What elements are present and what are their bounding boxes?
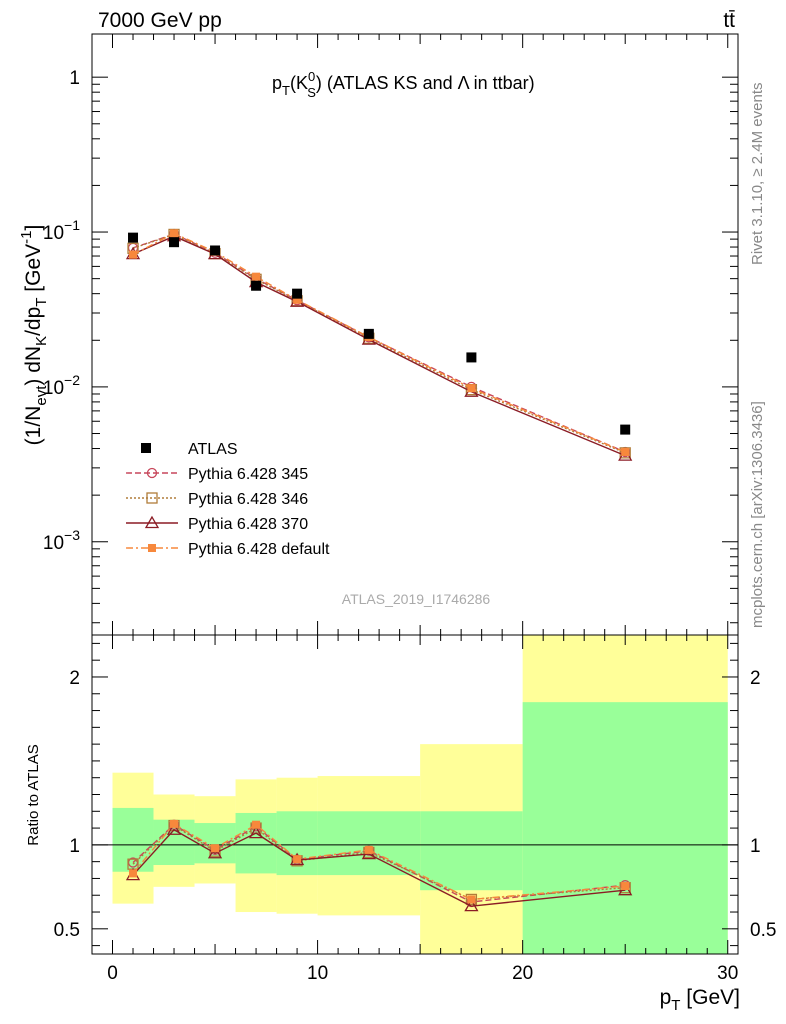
analysis-tag: ATLAS_2019_I1746286: [342, 591, 491, 607]
legend-marker-2: [144, 515, 160, 529]
series-line-top-1: [132, 233, 626, 454]
x-tick-label-3: 30: [717, 963, 738, 984]
legend-label-0: Pythia 6.428 345: [188, 466, 308, 483]
y-tick-label-ratio-left-2: 2: [69, 668, 80, 689]
series-2-marker-ratio-3: [248, 825, 264, 839]
legend-label-atlas: ATLAS: [188, 441, 238, 458]
y-axis-label-top: (1/Nevt) dNK/dpT [GeV-1]: [18, 225, 50, 446]
series-3-marker-top-3: [252, 272, 261, 281]
series-3-marker-top-0: [129, 250, 138, 259]
y-tick-label-top-2: 10−2: [43, 372, 80, 399]
atlas-point-2: [210, 245, 221, 256]
atlas-point-1: [169, 237, 180, 248]
series-3-marker-top-6: [467, 384, 476, 393]
series-2-marker-ratio-2: [207, 845, 223, 859]
header-energy-label: 7000 GeV pp: [98, 9, 222, 32]
series-2-marker-ratio-1: [166, 822, 182, 835]
y-tick-label-ratio-left-0: 0.5: [54, 920, 80, 941]
y-axis-label-ratio: Ratio to ATLAS: [25, 744, 42, 845]
y-tick-label-ratio-left-1: 1: [69, 836, 80, 857]
series-3-marker-top-1: [170, 229, 179, 238]
legend-marker-0: [146, 467, 158, 479]
legend-marker-3: [148, 544, 156, 552]
legend: ATLAS Pythia 6.428 345 Pythia 6.428 346 Pyt…: [126, 441, 330, 558]
band-inner-0: [112, 807, 154, 872]
atlas-point-5: [363, 328, 374, 339]
series-line-top-3: [132, 232, 626, 453]
series-3-marker-ratio-4: [293, 855, 302, 864]
x-axis-label: pT [GeV]: [660, 986, 740, 1014]
y-tick-label-top-1: 10−1: [43, 217, 80, 244]
atlas-data-points: [128, 232, 631, 435]
atlas-point-4: [292, 288, 303, 299]
series-line-top-2: [132, 235, 626, 457]
title-rest: ) (ATLAS KS and Λ in ttbar): [316, 73, 535, 93]
series-3-marker-ratio-6: [467, 895, 476, 904]
legend-label-1: Pythia 6.428 346: [188, 491, 308, 508]
series-3-marker-ratio-2: [211, 844, 220, 853]
x-tick-label-1: 10: [307, 963, 328, 984]
title-k-open: (K: [290, 73, 308, 93]
title-sup-zero: 0: [308, 69, 315, 84]
legend-label-2: Pythia 6.428 370: [188, 516, 308, 533]
chart-title: pT(K0 S) (ATLAS KS and Λ in ttbar): [272, 69, 535, 100]
series-3-marker-ratio-0: [129, 869, 138, 878]
series-3-marker-ratio-3: [252, 820, 261, 829]
legend-marker-1: [146, 492, 158, 504]
series-1-marker-ratio-6: [465, 893, 478, 906]
y-tick-label-ratio-right-2: 2: [750, 668, 761, 689]
y-tick-label-ratio-right-0: 0.5: [750, 920, 776, 941]
y-tick-label-ratio-right-1: 1: [750, 836, 761, 857]
x-tick-label-0: 0: [107, 963, 118, 984]
series-line-ratio-3: [132, 822, 626, 901]
title-sub-t: T: [282, 83, 290, 98]
series-3-marker-top-7: [621, 447, 630, 456]
legend-marker-atlas: [141, 443, 151, 453]
series-3-marker-ratio-5: [364, 845, 373, 854]
title-sub-s: S: [307, 85, 316, 100]
mcplots-reference-label: mcplots.cern.ch [arXiv:1306.3436]: [749, 401, 766, 628]
series-line-ratio-2: [132, 828, 626, 907]
y-tick-label-top-3: 10−3: [43, 527, 80, 554]
band-inner-7: [522, 702, 728, 954]
ratio-panel-series: [125, 819, 633, 912]
band-inner-5: [317, 811, 421, 876]
atlas-point-7: [620, 424, 631, 435]
series-2-marker-ratio-6: [464, 898, 479, 912]
series-3-marker-top-4: [293, 295, 302, 304]
axes-frame: 0 10 20 30 1 10−1 10−2 10−3 0.5 0.5 1 1 2 2: [43, 33, 776, 984]
series-3-marker-ratio-7: [621, 882, 630, 891]
series-3-marker-ratio-1: [170, 819, 179, 828]
series-line-ratio-1: [132, 824, 626, 901]
series-line-top-0: [132, 233, 626, 453]
atlas-point-6: [466, 352, 477, 363]
x-tick-label-2: 20: [512, 963, 533, 984]
rivet-version-label: Rivet 3.1.10, ≥ 2.4M events: [749, 83, 766, 266]
ratio-uncertainty-bands: [112, 635, 728, 954]
series-line-ratio-0: [132, 823, 626, 903]
title-p: p: [272, 73, 282, 93]
y-tick-label-top-0: 1: [69, 68, 80, 89]
legend-label-3: Pythia 6.428 default: [188, 541, 330, 558]
band-inner-6: [420, 811, 523, 891]
atlas-point-0: [128, 232, 139, 243]
atlas-point-3: [251, 280, 262, 291]
top-panel-series: [125, 228, 633, 461]
header-process-label: tt̄: [723, 9, 735, 32]
